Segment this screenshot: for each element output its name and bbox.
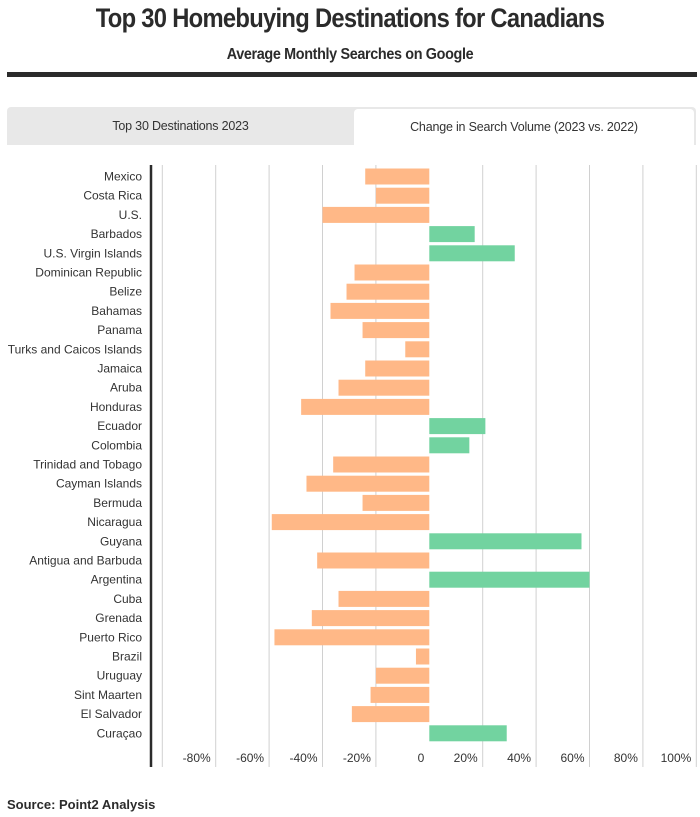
bar	[354, 264, 430, 281]
category-label: U.S. Virgin Islands	[44, 246, 143, 260]
category-label: Trinidad and Tobago	[33, 458, 142, 472]
category-label: El Salvador	[81, 707, 142, 721]
tab-top-30-destinations[interactable]: Top 30 Destinations 2023	[112, 119, 249, 133]
bar	[317, 552, 430, 569]
bar	[362, 494, 430, 511]
x-tick-label: -20%	[343, 751, 371, 765]
category-label: Brazil	[112, 650, 142, 664]
category-label: Jamaica	[97, 362, 142, 376]
category-label: Honduras	[90, 400, 142, 414]
category-label: Turks and Caicos Islands	[8, 342, 142, 356]
x-tick-label: 80%	[614, 751, 638, 765]
x-tick-label: -60%	[236, 751, 264, 765]
bar	[375, 187, 430, 204]
category-label: Guyana	[100, 534, 142, 548]
chart-title: Top 30 Homebuying Destinations for Canad…	[95, 3, 605, 33]
bar	[338, 379, 430, 396]
bar	[271, 514, 430, 531]
bar	[370, 686, 430, 703]
bar	[351, 706, 430, 723]
x-tick-label: 60%	[560, 751, 584, 765]
category-label: Antigua and Barbuda	[29, 554, 142, 568]
source-note: Source: Point2 Analysis	[7, 797, 156, 812]
tab-bar: Top 30 Destinations 2023 Change in Searc…	[7, 107, 696, 145]
bar	[429, 437, 470, 454]
bar	[415, 648, 430, 665]
category-label: U.S.	[119, 208, 142, 222]
category-label: Mexico	[104, 170, 142, 184]
category-label: Curaçao	[97, 726, 143, 740]
x-tick-label: 40%	[507, 751, 531, 765]
category-label: Uruguay	[97, 669, 142, 683]
bar	[333, 456, 430, 473]
bar	[365, 168, 430, 185]
bar	[429, 245, 515, 262]
tab-change-in-search-volume[interactable]: Change in Search Volume (2023 vs. 2022)	[354, 109, 694, 145]
bar	[429, 226, 475, 243]
category-label: Argentina	[91, 573, 143, 587]
category-label: Puerto Rico	[79, 630, 142, 644]
bar	[405, 341, 430, 358]
bar	[429, 418, 486, 435]
bar	[338, 590, 430, 607]
bar	[429, 571, 590, 588]
bar	[322, 206, 430, 223]
category-label: Ecuador	[97, 419, 142, 433]
category-label: Cuba	[113, 592, 142, 606]
category-label: Barbados	[91, 227, 142, 241]
bar	[365, 360, 430, 377]
bar	[375, 667, 430, 684]
bar	[429, 725, 507, 742]
bar	[274, 629, 430, 646]
x-tick-label: -80%	[183, 751, 211, 765]
bar	[311, 610, 430, 627]
bar	[306, 475, 430, 492]
category-label: Bahamas	[91, 304, 142, 318]
category-label: Colombia	[91, 438, 142, 452]
x-tick-label: -40%	[289, 751, 317, 765]
x-tick-label: 20%	[454, 751, 478, 765]
category-label: Nicaragua	[87, 515, 142, 529]
x-tick-label: 100%	[661, 751, 692, 765]
title-divider	[7, 72, 697, 77]
bar	[330, 302, 430, 319]
bar	[346, 283, 430, 300]
bar	[362, 322, 430, 339]
category-label: Dominican Republic	[35, 266, 142, 280]
category-label: Bermuda	[93, 496, 142, 510]
bar	[429, 533, 582, 550]
category-label: Aruba	[110, 381, 142, 395]
category-label: Panama	[97, 323, 142, 337]
bar	[301, 398, 430, 415]
category-label: Grenada	[95, 611, 142, 625]
x-tick-label: 0	[418, 751, 425, 765]
category-label: Cayman Islands	[56, 477, 142, 491]
chart-subtitle: Average Monthly Searches on Google	[226, 46, 474, 63]
bar-chart: Mexico Costa Rica U.S. Barbados U.S. Virgin …	[8, 165, 697, 767]
category-label: Sint Maarten	[74, 688, 142, 702]
category-label: Costa Rica	[83, 189, 142, 203]
category-label: Belize	[109, 285, 142, 299]
